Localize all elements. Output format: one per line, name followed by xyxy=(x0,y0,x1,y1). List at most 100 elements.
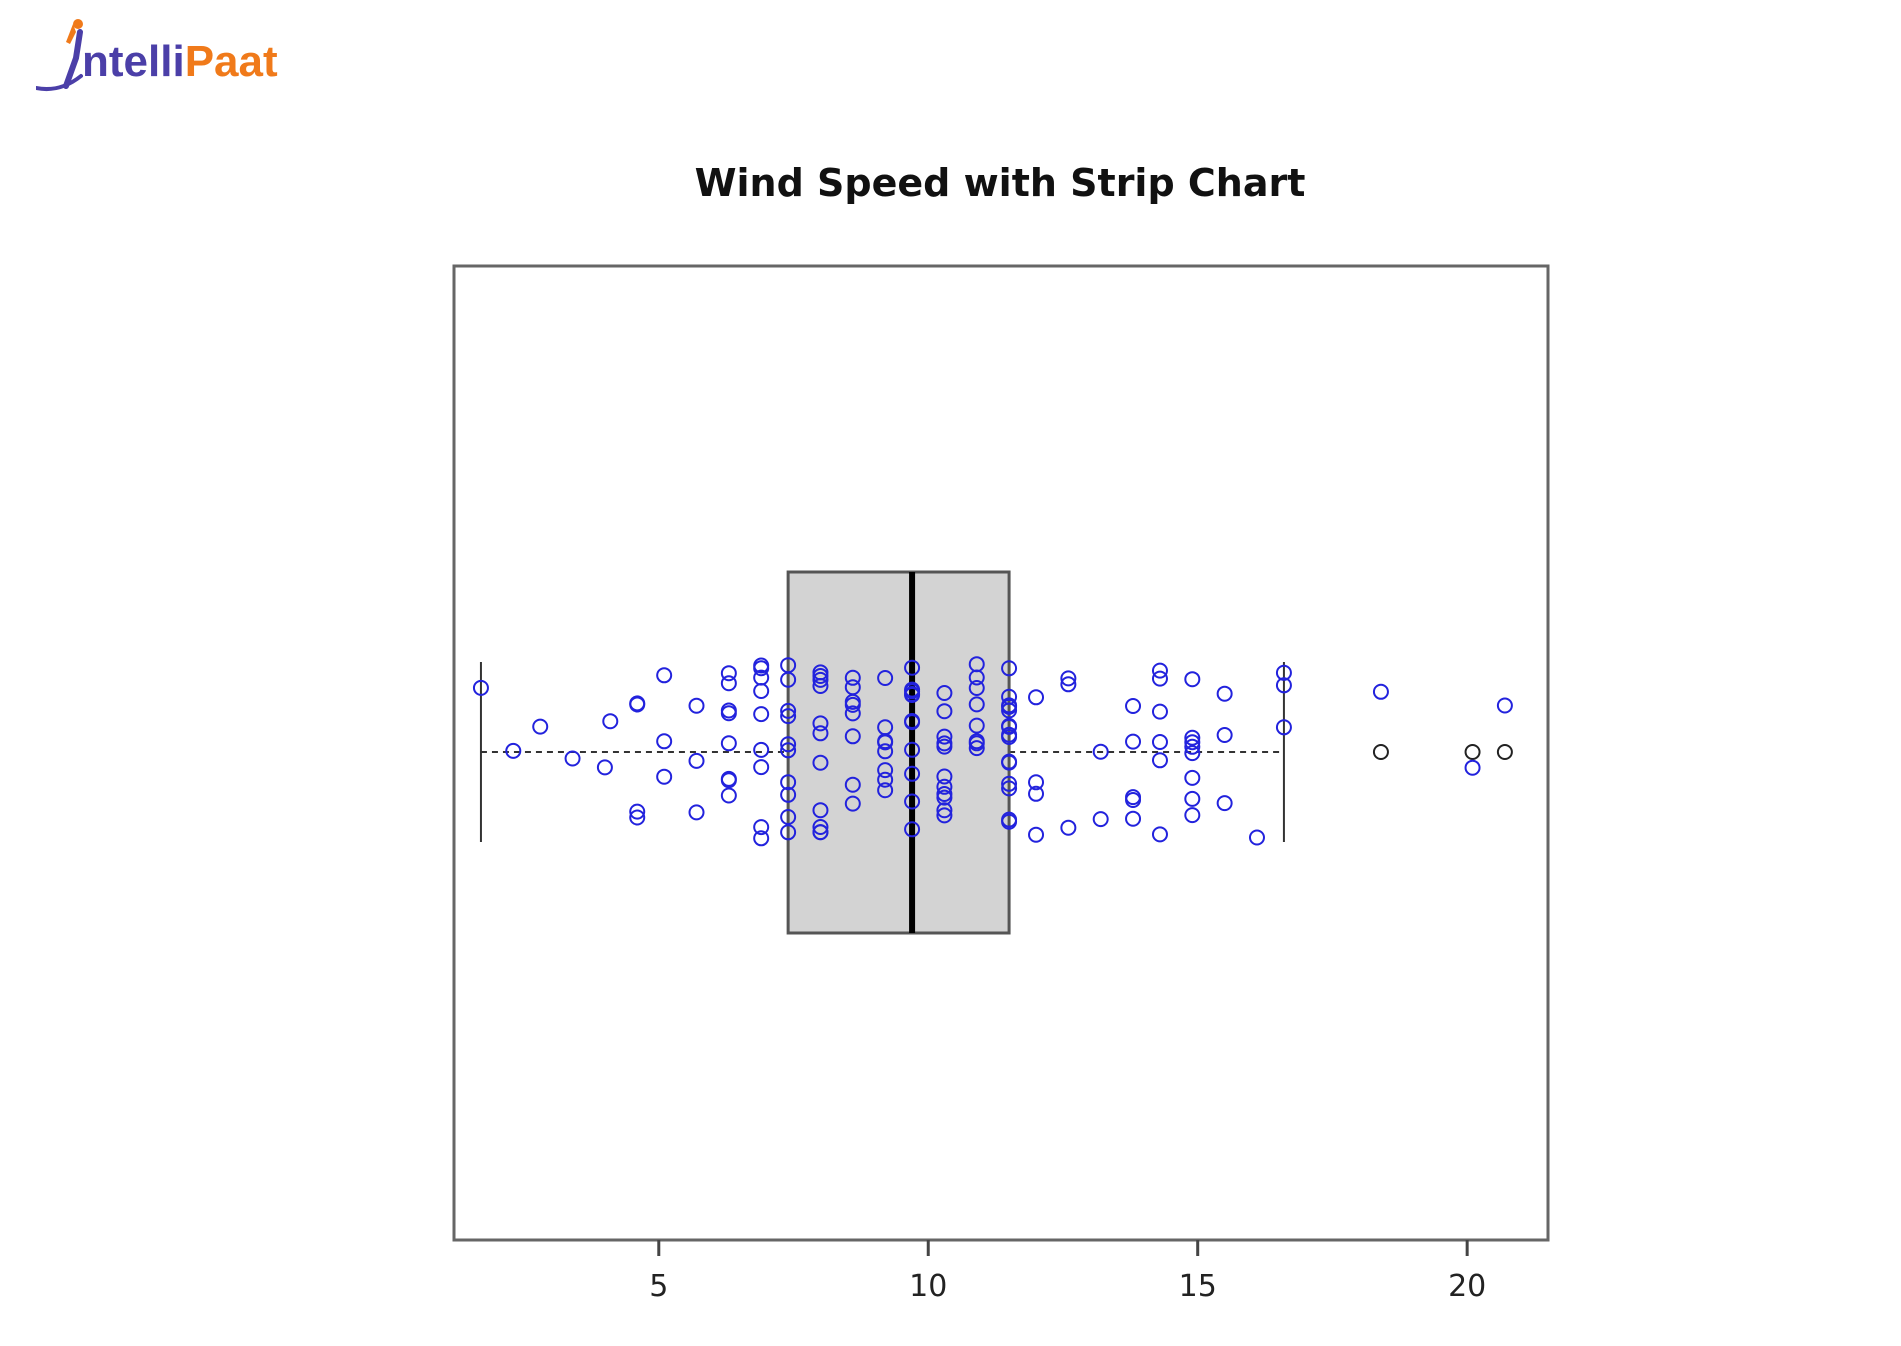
strip-point xyxy=(904,821,921,838)
strip-point xyxy=(780,742,797,759)
strip-point xyxy=(936,807,953,824)
strip-point xyxy=(812,671,829,688)
strip-point xyxy=(1184,734,1201,751)
strip-point xyxy=(936,735,953,752)
strip-point xyxy=(1184,671,1201,688)
strip-point xyxy=(844,693,861,710)
strip-point xyxy=(1184,729,1201,746)
strip-point xyxy=(780,671,797,688)
strip-point xyxy=(1125,789,1142,806)
strip-point xyxy=(1248,829,1265,846)
strip-point xyxy=(1275,677,1292,694)
strip-point xyxy=(720,675,737,692)
strip-point xyxy=(877,670,894,686)
strip-point xyxy=(1151,670,1168,687)
strip-point xyxy=(1092,811,1109,828)
strip-point xyxy=(812,725,829,742)
strip-point xyxy=(688,697,705,714)
strip-point xyxy=(688,804,705,821)
logo-text-first: ntelli xyxy=(82,37,185,86)
strip-point xyxy=(780,736,797,753)
strip-point xyxy=(629,696,646,713)
strip-point xyxy=(812,715,829,732)
svg-text:ntelliPaat: ntelliPaat xyxy=(82,37,278,86)
x-tick-label: 20 xyxy=(1448,1269,1486,1304)
strip-point xyxy=(812,668,829,684)
strip-point xyxy=(968,656,985,673)
strip-point xyxy=(688,752,705,769)
strip-point xyxy=(1275,664,1292,681)
strip-point xyxy=(936,728,953,745)
strip-point xyxy=(1151,734,1168,750)
strip-point xyxy=(1184,745,1201,762)
strip-point xyxy=(1151,703,1168,720)
strip-point xyxy=(753,819,770,836)
strip-point xyxy=(532,718,549,735)
strip-point xyxy=(812,819,829,835)
strip-point xyxy=(656,768,673,785)
strip-point xyxy=(812,824,829,841)
logo-person-body-icon xyxy=(63,29,83,89)
x-tick-label: 5 xyxy=(649,1269,668,1304)
logo-text-second: Paat xyxy=(185,37,278,86)
strip-point xyxy=(1216,727,1233,743)
strip-point xyxy=(1275,719,1292,736)
strip-point xyxy=(1001,718,1018,735)
strip-point xyxy=(844,776,861,793)
strip-point xyxy=(753,669,770,686)
strip-point xyxy=(812,754,829,771)
strip-point xyxy=(1001,780,1018,797)
strip-point xyxy=(564,750,581,767)
strip-point xyxy=(936,778,953,795)
strip-point xyxy=(720,665,737,682)
strip-point xyxy=(1216,795,1233,812)
strip-point xyxy=(780,809,797,825)
strip-point xyxy=(656,667,673,684)
strip-point xyxy=(1001,729,1018,745)
strip-point xyxy=(1151,752,1168,769)
strip-point xyxy=(936,786,953,802)
strip-point xyxy=(753,830,770,847)
strip-point xyxy=(1216,685,1233,702)
strip-point xyxy=(877,782,894,799)
strip-point xyxy=(753,657,770,674)
strip-point xyxy=(1092,743,1109,760)
logo-graphic: ntelliPaat xyxy=(34,19,278,91)
strip-point xyxy=(780,786,797,803)
plot-area: 5 10 15 20 xyxy=(452,264,1550,1304)
strip-point xyxy=(780,774,797,791)
strip-point xyxy=(753,741,770,758)
logo-swoosh-icon xyxy=(34,74,83,91)
logo-person-arm-icon xyxy=(66,24,76,44)
strip-point xyxy=(877,771,894,788)
outlier-point xyxy=(1496,744,1513,760)
strip-point xyxy=(904,681,921,698)
strip-point xyxy=(1060,676,1077,693)
strip-point xyxy=(1125,733,1142,750)
strip-point xyxy=(753,683,770,699)
strip-point xyxy=(780,708,797,725)
strip-point xyxy=(753,759,770,776)
strip-point xyxy=(968,735,985,752)
strip-point xyxy=(936,768,953,785)
strip-point xyxy=(1001,660,1018,677)
strip-point xyxy=(936,802,953,819)
strip-point xyxy=(596,759,613,776)
strip-point xyxy=(1001,753,1018,770)
strip-point xyxy=(844,728,861,745)
outlier-point xyxy=(1372,744,1389,760)
x-tick-label: 15 xyxy=(1179,1269,1217,1304)
strip-point xyxy=(1028,826,1045,843)
strip-point xyxy=(1125,810,1142,827)
strip-point xyxy=(904,765,921,782)
strip-point xyxy=(968,740,985,757)
box-iqr xyxy=(786,570,1011,935)
strip-point xyxy=(844,669,861,686)
strip-point xyxy=(1028,785,1045,802)
strip-point xyxy=(1001,697,1018,714)
strip-point xyxy=(753,706,770,723)
strip-point xyxy=(936,685,953,701)
strip-point xyxy=(1151,826,1168,843)
strip-point xyxy=(1464,759,1481,776)
